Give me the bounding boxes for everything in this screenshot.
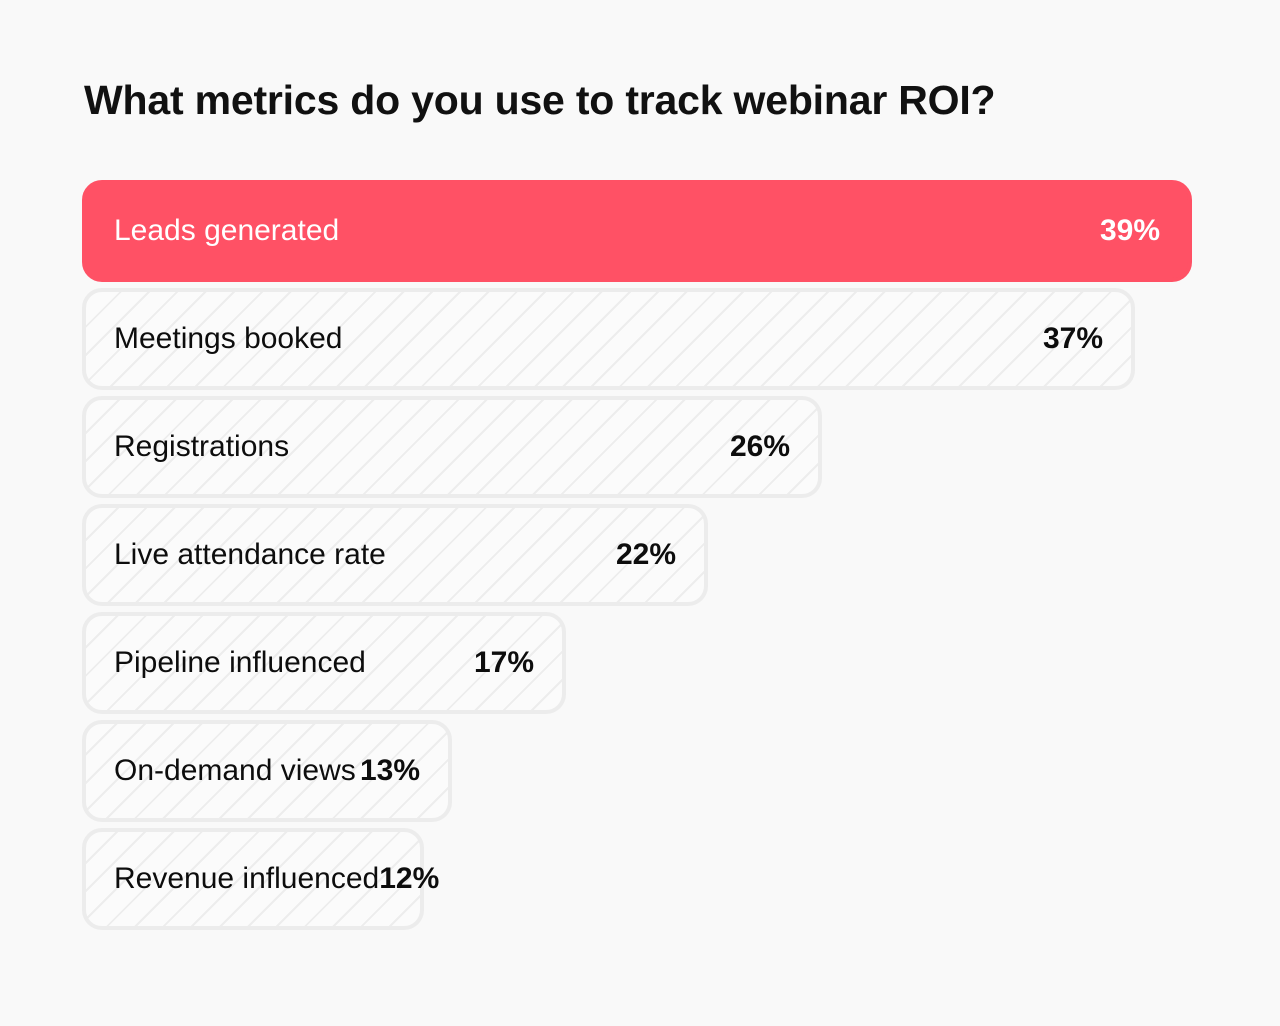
bar-label: Registrations bbox=[114, 430, 290, 463]
bar-pipeline-influenced: Pipeline influenced 17% bbox=[82, 612, 566, 714]
bar-value-label: 17% bbox=[473, 646, 534, 679]
bar-label: Revenue influenced bbox=[114, 862, 380, 895]
bar-registrations: Registrations 26% bbox=[82, 396, 822, 498]
chart-title: What metrics do you use to track webinar… bbox=[84, 77, 996, 123]
bar-label: Live attendance rate bbox=[114, 538, 386, 571]
bar-value-label: 37% bbox=[1042, 322, 1103, 355]
bar-value-label: 39% bbox=[1099, 214, 1160, 247]
bar-value-label: 26% bbox=[729, 430, 790, 463]
bar-value-label: 12% bbox=[379, 862, 440, 895]
bar-leads-generated: Leads generated 39% bbox=[82, 180, 1192, 282]
bar-label: Pipeline influenced bbox=[114, 646, 366, 679]
bar-live-attendance-rate: Live attendance rate 22% bbox=[82, 504, 708, 606]
bar-meetings-booked: Meetings booked 37% bbox=[82, 288, 1135, 390]
bar-value-label: 13% bbox=[359, 754, 420, 787]
bar-value-label: 22% bbox=[615, 538, 676, 571]
bar-revenue-influenced: Revenue influenced 12% bbox=[82, 828, 439, 930]
bar-on-demand-views: On-demand views 13% bbox=[82, 720, 452, 822]
bar-label: Meetings booked bbox=[114, 322, 343, 355]
bar-label: On-demand views bbox=[114, 754, 356, 787]
bar-label: Leads generated bbox=[114, 214, 340, 247]
